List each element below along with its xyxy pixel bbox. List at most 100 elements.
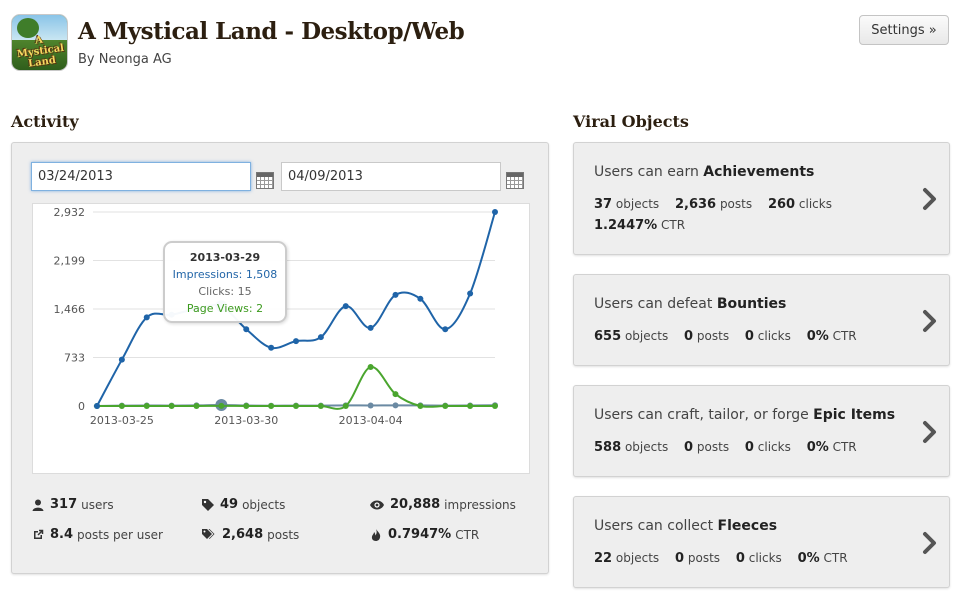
impressions-point [467, 290, 474, 297]
viral-card-posts: 0 posts [675, 551, 721, 566]
page-views-point [417, 403, 424, 409]
activity-heading: Activity [11, 112, 79, 131]
activity-panel: 0 733 1,466 2,199 2,932 2013-03-25 2013-03-30 2… [11, 142, 549, 574]
page-views-point [467, 403, 474, 409]
posts-label: posts [687, 551, 721, 565]
viral-card-posts: 0 posts [684, 440, 730, 455]
impressions-point [342, 303, 349, 310]
page-views-point [392, 391, 399, 398]
objects-value: 22 [594, 551, 613, 566]
y-tick-label: 2,199 [54, 255, 86, 268]
x-tick-label: 2013-03-25 [90, 414, 154, 427]
viral-card-posts: 2,636 posts [674, 197, 753, 212]
stat-posts-value: 2,648 [222, 527, 264, 542]
y-tick-label: 1,466 [54, 303, 86, 316]
viral-card-name: Epic Items [813, 407, 896, 423]
start-calendar-icon[interactable] [256, 172, 274, 189]
viral-card-name: Achievements [703, 164, 815, 180]
stat-posts-label: posts [267, 527, 300, 542]
stat-posts: 2,648 posts [202, 527, 299, 542]
chevron-right-icon[interactable] [920, 420, 940, 444]
clicks-value: 0 [744, 329, 754, 344]
viral-card-ctr: 0% CTR [806, 440, 857, 455]
viral-card-clicks: 0 clicks [744, 329, 791, 344]
viral-card-clicks: 260 clicks [767, 197, 832, 212]
tag-icon [202, 498, 214, 511]
viral-card-title: Users can defeat Bounties [594, 296, 786, 312]
clicks-value: 0 [735, 551, 745, 566]
impressions-point [492, 209, 498, 215]
impressions-point [94, 403, 100, 409]
posts-value: 0 [684, 440, 694, 455]
viral-card-objects: 588 objects [594, 440, 668, 455]
viral-card-objects: 655 objects [594, 329, 668, 344]
viral-card-name: Fleeces [717, 518, 778, 534]
ctr-value: 1.2447% [594, 218, 658, 233]
viral-card-clicks: 0 clicks [744, 440, 791, 455]
posts-label: posts [696, 440, 730, 454]
tags-icon [202, 528, 216, 541]
stat-ctr: 0.7947% CTR [370, 527, 479, 542]
impressions-point [293, 338, 299, 345]
app-icon: A Mystical Land [11, 14, 68, 71]
end-date-input[interactable] [281, 162, 501, 191]
app-author: By Neonga AG [78, 52, 172, 67]
page-views-point [243, 403, 250, 409]
eye-icon [370, 499, 384, 511]
viral-card-fleeces[interactable]: Users can collect Fleeces 22 objects 0 p… [573, 496, 950, 588]
stat-ctr-label: CTR [455, 527, 480, 542]
clicks-label: clicks [748, 551, 782, 565]
objects-label: objects [615, 551, 660, 565]
viral-card-clicks: 0 clicks [735, 551, 782, 566]
viral-card-achievements[interactable]: Users can earn Achievements 37 objects 2… [573, 142, 950, 255]
app-title: A Mystical Land - Desktop/Web [78, 18, 465, 45]
viral-card-title: Users can earn Achievements [594, 164, 814, 180]
stat-posts-per-user-label: posts per user [77, 527, 163, 542]
viral-card-posts: 0 posts [684, 329, 730, 344]
y-tick-label: 733 [64, 352, 85, 365]
page-views-point [143, 403, 150, 409]
viral-card-ctr: 0% CTR [797, 551, 848, 566]
x-tick-label: 2013-04-04 [339, 414, 403, 427]
viral-card-ctr: 0% CTR [807, 329, 857, 344]
page-views-point [367, 363, 374, 370]
chevron-right-icon[interactable] [920, 531, 940, 555]
clicks-value: 260 [767, 197, 796, 212]
ctr-value: 0% [797, 551, 820, 566]
posts-label: posts [696, 329, 730, 343]
posts-value: 2,636 [674, 197, 717, 212]
tooltip-clicks: Clicks: 15 [198, 285, 252, 298]
stat-objects-label: objects [242, 497, 286, 512]
objects-value: 588 [594, 440, 622, 455]
end-calendar-icon[interactable] [506, 172, 524, 189]
posts-label: posts [719, 197, 753, 211]
ctr-value: 0% [806, 440, 829, 455]
start-date-input[interactable] [31, 162, 251, 191]
app-icon-text: A Mystical Land [16, 34, 65, 70]
impressions-point [243, 326, 250, 333]
impressions-point [417, 295, 424, 302]
clicks-value: 0 [744, 440, 754, 455]
viral-card-stats: 22 objects 0 posts 0 clicks 0% CTR [594, 548, 912, 569]
stat-impressions: 20,888 impressions [370, 497, 516, 512]
chevron-right-icon[interactable] [920, 187, 940, 211]
viral-card-stats: 37 objects 2,636 posts 260 clicks 1.2447… [594, 194, 912, 236]
clicks-point [392, 402, 399, 409]
viral-card-bounties[interactable]: Users can defeat Bounties 655 objects 0 … [573, 274, 950, 366]
viral-card-title: Users can craft, tailor, or forge Epic I… [594, 407, 895, 423]
page-views-point [317, 403, 324, 409]
stat-users: 317 users [32, 497, 114, 512]
page-views-line [96, 365, 495, 410]
viral-card-epic-items[interactable]: Users can craft, tailor, or forge Epic I… [573, 385, 950, 477]
objects-value: 37 [594, 197, 613, 212]
viral-card-objects: 37 objects [594, 197, 659, 212]
viral-card-stats: 588 objects 0 posts 0 clicks 0% CTR [594, 437, 912, 458]
settings-button[interactable]: Settings » [859, 15, 949, 45]
activity-chart: 0 733 1,466 2,199 2,932 2013-03-25 2013-03-30 2… [32, 203, 530, 474]
viral-card-stats: 655 objects 0 posts 0 clicks 0% CTR [594, 326, 912, 347]
page-views-point [442, 403, 449, 409]
stat-posts-per-user-value: 8.4 [50, 527, 74, 542]
stat-impressions-value: 20,888 [390, 497, 441, 512]
chevron-right-icon[interactable] [920, 309, 940, 333]
impressions-point [442, 326, 449, 333]
